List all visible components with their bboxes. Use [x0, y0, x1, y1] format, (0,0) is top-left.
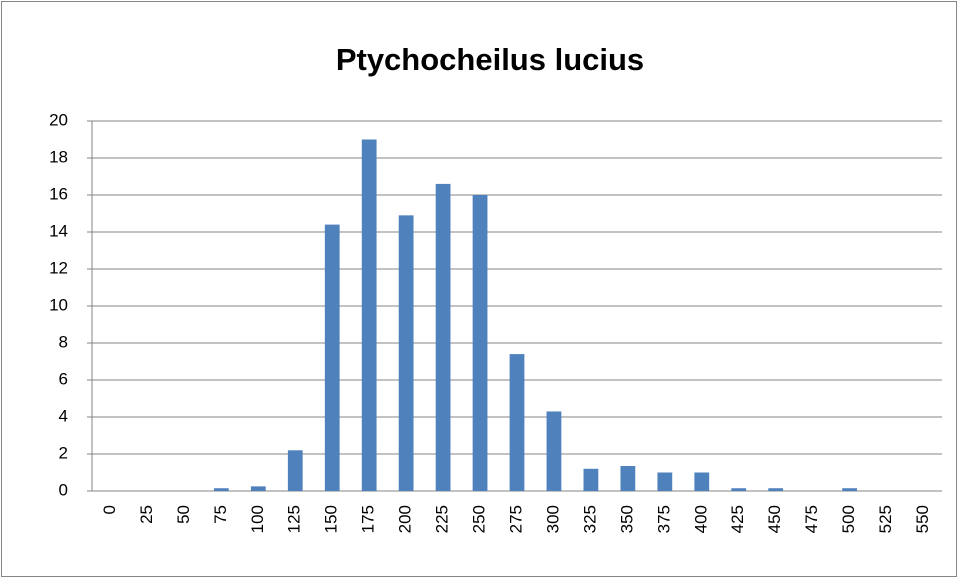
x-tick-label: 50: [174, 505, 193, 524]
x-tick-label: 350: [617, 505, 636, 533]
y-tick-label: 2: [59, 443, 68, 462]
bar: [472, 195, 488, 491]
x-tick-label: 25: [137, 505, 156, 524]
y-tick-label: 16: [49, 184, 68, 203]
x-tick-label: 400: [691, 505, 710, 533]
x-tick-label: 325: [580, 505, 599, 533]
bar: [694, 472, 710, 491]
bar: [361, 139, 377, 491]
bar: [398, 215, 414, 491]
x-tick-label: 450: [765, 505, 784, 533]
bar: [768, 488, 784, 491]
bar: [583, 468, 599, 491]
y-tick-label: 14: [49, 221, 68, 240]
x-tick-label: 250: [470, 505, 489, 533]
bar: [620, 466, 636, 491]
y-tick-label: 18: [49, 147, 68, 166]
chart-title: Ptychocheilus lucius: [336, 42, 644, 77]
x-tick-label: 375: [654, 505, 673, 533]
x-tick-label: 550: [913, 505, 932, 533]
x-tick-label: 275: [506, 505, 525, 533]
bar: [213, 488, 229, 491]
x-tick-label: 200: [396, 505, 415, 533]
bar: [657, 472, 673, 491]
x-tick-label: 150: [322, 505, 341, 533]
y-tick-label: 6: [59, 369, 68, 388]
y-tick-label: 10: [49, 295, 68, 314]
x-tick-label: 175: [359, 505, 378, 533]
y-tick-label: 12: [49, 258, 68, 277]
bar: [731, 488, 747, 491]
x-tick-label: 300: [543, 505, 562, 533]
bar: [287, 450, 303, 491]
bar: [435, 183, 451, 491]
x-tick-label: 75: [211, 505, 230, 524]
x-tick-label: 425: [728, 505, 747, 533]
bar: [509, 354, 525, 491]
y-tick-label: 4: [59, 406, 68, 425]
x-tick-label: 0: [100, 505, 119, 514]
bar: [842, 488, 857, 491]
x-tick-label: 475: [802, 505, 821, 533]
y-tick-label: 20: [49, 110, 68, 129]
x-tick-label: 525: [876, 505, 895, 533]
bar: [324, 224, 340, 491]
x-tick-label: 100: [248, 505, 267, 533]
x-tick-label: 225: [433, 505, 452, 533]
bar: [250, 486, 266, 491]
bar: [546, 411, 562, 491]
y-tick-label: 8: [59, 332, 68, 351]
x-tick-label: 125: [285, 505, 304, 533]
x-tick-label: 500: [839, 505, 858, 533]
y-tick-label: 0: [59, 480, 68, 499]
